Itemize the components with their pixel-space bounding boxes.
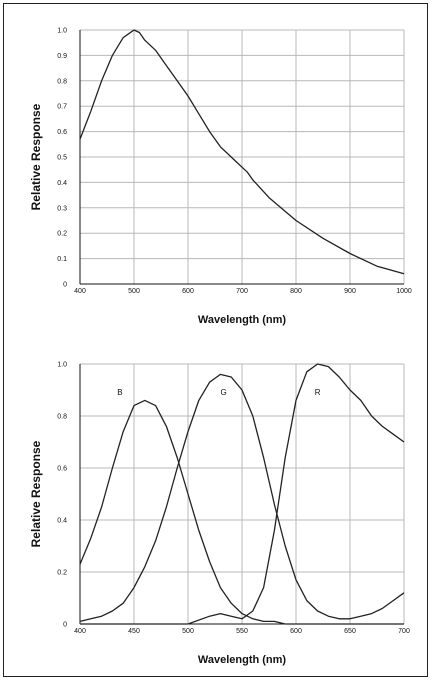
curve-annotation: G [221,388,227,397]
x-tick-label: 700 [398,628,410,635]
x-axis-title: Wavelength (nm) [198,314,287,326]
y-axis-title: Relative Response [29,440,43,547]
curve-annotation: R [315,388,321,397]
y-tick-label: 0.2 [57,231,67,238]
x-tick-label: 550 [236,628,248,635]
y-tick-label: 0.3 [57,205,67,212]
y-tick-label: 0.6 [57,129,67,136]
y-tick-label: 0.4 [57,180,67,187]
y-tick-label: 0.5 [57,155,67,162]
x-tick-label: 400 [74,628,86,635]
x-tick-label: 500 [128,288,140,295]
x-tick-label: 900 [344,288,356,295]
curve-annotation: B [117,388,122,397]
y-tick-label: 0.2 [57,570,67,577]
series-line-1 [79,399,404,625]
x-tick-label: 600 [290,628,302,635]
y-tick-label: 0.8 [57,414,67,421]
chart-1: 400 500 600 700 800 900 1000 0 0.1 0.2 0.3 0.4 0.5 0.… [29,28,412,327]
series-line-3 [80,363,405,625]
x-tick-label: 400 [74,288,86,295]
y-tick-label: 0.1 [57,256,67,263]
y-tick-label: 0.8 [57,78,67,85]
x-tick-label: 650 [344,628,356,635]
figure-frame [3,3,428,677]
x-tick-label: 600 [182,288,194,295]
series-line-1 [79,29,405,275]
y-tick-label: 0 [63,282,67,289]
series-line-2 [79,373,405,623]
x-tick-label: 800 [290,288,302,295]
x-tick-label: 450 [128,628,140,635]
x-axis-title: Wavelength (nm) [198,654,287,666]
y-axis-title: Relative Response [29,103,43,210]
x-tick-label: 1000 [396,288,412,295]
x-tick-label: 700 [236,288,248,295]
y-tick-label: 1.0 [57,362,67,369]
y-tick-label: 0.4 [57,518,67,525]
chart-2: 400 450 500 550 600 650 700 0 0.2 0.4 0.6 0.8 1.0 B G R… [29,362,410,667]
y-tick-label: 0.6 [57,466,67,473]
y-tick-label: 0.7 [57,104,67,111]
x-tick-label: 500 [182,628,194,635]
y-tick-label: 0.9 [57,53,67,60]
y-tick-label: 0 [63,622,67,629]
y-tick-label: 1.0 [57,28,67,35]
